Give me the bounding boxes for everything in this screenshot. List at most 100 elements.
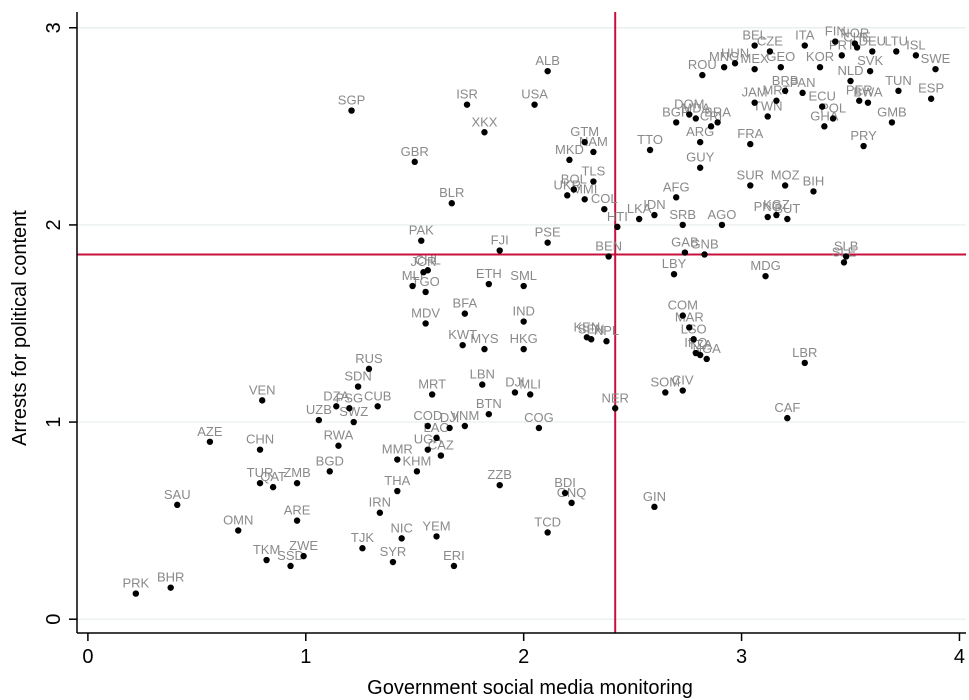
data-point-ind [520,318,527,325]
point-label-sau: SAU [164,487,191,502]
data-point-gha [821,123,828,130]
point-label-com: COM [668,298,698,313]
point-label-isr: ISR [456,87,478,102]
data-point-mmi [581,196,588,203]
point-label-bel: BEL [742,28,767,43]
data-point-cog [535,424,543,432]
data-point-chl [424,267,432,274]
data-point-esp [927,95,935,102]
point-label-dom: DOM [674,97,704,112]
point-label-gnb: GNB [690,236,718,251]
data-point-pse [544,239,551,246]
point-label-bra: BRA [704,104,731,119]
point-label-ven: VEN [249,382,276,397]
data-point-fji [496,247,503,254]
point-label-zzb: ZZB [487,467,512,482]
point-label-btn: BTN [476,396,502,411]
point-label-gmb: GMB [877,104,907,119]
point-label-lso: LSO [681,321,707,336]
point-label-idn: IDN [643,197,665,212]
data-point-khm [413,468,421,475]
point-label-tha: THA [384,473,410,488]
point-label-ago: AGO [708,207,737,222]
data-point-bfa [461,310,469,317]
data-point-cod [424,422,432,430]
data-point-pol [829,115,837,122]
point-label-afg: AFG [663,179,690,194]
point-label-deu: DEU [859,33,886,48]
y-axis-title: Arrests for political content [9,210,31,446]
point-label-zmb: ZMB [283,465,310,480]
point-label-fra: FRA [737,126,763,141]
point-label-ssd: SSD [277,548,304,563]
data-point-gin [651,503,658,511]
point-label-chl: CHL [415,252,441,267]
x-axis-title: Government social media monitoring [367,677,693,699]
data-point-rwa [335,442,342,449]
data-point-gmb [888,119,896,126]
point-label-npl: NPL [594,323,619,338]
point-label-mli: MLI [519,376,541,391]
data-point-usa [531,101,538,108]
point-label-cog: COG [524,410,554,425]
data-point-ner [611,405,619,412]
y-tick-label-0: 0 [43,614,65,625]
point-label-ind: IND [512,304,534,319]
data-point-lbr [801,359,808,367]
point-label-kgz: KGZ [763,197,790,212]
data-point-mdg [762,272,769,280]
data-point-gnb [701,251,708,258]
data-point-ago [718,221,726,229]
data-point-gbr [411,158,418,166]
axes: 0 1 2 3 4 0 1 2 3 [43,12,966,668]
point-label-srb: SRB [669,207,696,222]
point-label-bdi: BDI [554,475,576,490]
data-point-lso [690,336,697,343]
point-label-slb: SLB [834,238,859,253]
point-label-sur: SUR [737,167,764,182]
point-label-kwt: KWT [448,327,477,342]
data-point-bol [570,186,577,193]
data-point-ltu [893,48,900,55]
data-point-hkg [520,345,527,353]
point-label-caz: CAZ [428,438,454,453]
point-label-dji: DJI [505,374,525,389]
data-point-zmb [293,479,301,487]
point-label-swz: SWZ [339,404,368,419]
data-point-cub [374,403,381,410]
point-label-mrt: MRT [418,376,446,391]
data-point-nic [398,535,405,542]
point-label-irn: IRN [369,495,391,510]
point-label-pry: PRY [850,128,877,143]
data-point-fin [832,38,839,45]
data-point-mng [720,63,728,71]
point-label-ecu: ECU [808,89,835,104]
point-label-mkd: MKD [555,142,584,157]
point-label-gab: GAB [671,235,698,250]
y-tick-label-3: 3 [43,22,65,33]
point-label-pak: PAK [409,223,434,238]
point-label-fji: FJI [491,233,509,248]
data-point-prk [132,590,140,597]
x-tick-label-0: 0 [82,646,93,668]
data-point-tur [256,479,264,487]
data-point-tha [394,487,401,495]
data-point-lby [670,271,678,278]
point-label-che: CHE [843,29,871,44]
data-point-com [679,312,686,319]
data-point-mda [692,115,700,122]
point-label-ita: ITA [795,28,815,43]
data-point-uga [424,446,432,453]
data-point-tgo [422,288,429,296]
data-point-npl [603,338,610,345]
data-point-zwe [300,552,307,560]
point-label-gtm: GTM [570,124,599,139]
point-label-dza: DZA [323,388,349,403]
point-label-tkm: TKM [253,542,280,557]
data-point-lka [635,215,643,223]
data-point-irn [376,509,384,516]
data-point-tjk [359,545,366,552]
point-label-gin: GIN [643,489,666,504]
grid-layer [77,27,966,620]
point-label-bhr: BHR [157,570,184,585]
